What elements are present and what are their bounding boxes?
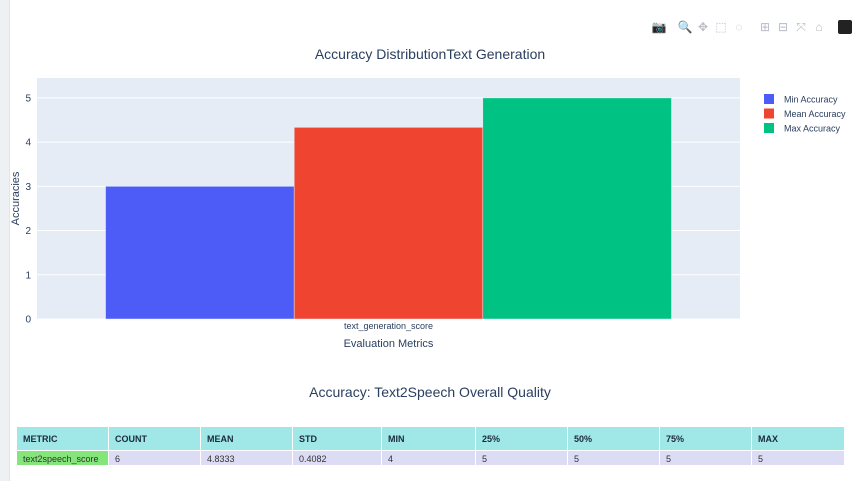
table-cell: 5 (475, 450, 568, 465)
y-tick-label: 0 (25, 315, 31, 326)
bar (105, 186, 295, 320)
table-container: METRIC COUNT MEAN STD MIN 25% 50% 75% MAX text2s… (16, 426, 844, 465)
table-header-cell: 25% (475, 426, 568, 451)
table-header-cell: COUNT (108, 426, 201, 451)
table-header-cell: MEAN (200, 426, 293, 451)
bar (482, 97, 672, 320)
table-header-cell: MAX (751, 426, 844, 451)
y-tick-label: 2 (25, 226, 31, 237)
table-cell: 5 (659, 450, 752, 465)
table-header-cell: 50% (567, 426, 660, 451)
plot-modebar: 📷 🔍 ✥ ⬚ ◌ ⊞ ⊟ ⤧ ⌂ (652, 18, 852, 36)
y-tick-label: 5 (25, 93, 31, 104)
autoscale-icon[interactable]: ⤧ (796, 20, 806, 34)
table-header-row: METRIC COUNT MEAN STD MIN 25% 50% 75% MAX (16, 426, 844, 451)
plotly-logo-icon[interactable] (838, 20, 852, 34)
table-cell: 6 (108, 450, 201, 465)
y-tick-label: 1 (25, 270, 31, 281)
table-cell: 0.4082 (292, 450, 382, 465)
table-cell: 5 (567, 450, 660, 465)
zoom-out-icon[interactable]: ⊟ (777, 20, 789, 34)
page-left-border (0, 0, 10, 481)
table-cell: 4 (381, 450, 476, 465)
legend-swatch (764, 123, 774, 133)
legend-swatch (764, 108, 774, 119)
table-header-cell: 75% (659, 426, 752, 451)
box-select-icon[interactable]: ⬚ (715, 20, 727, 34)
metric-name-cell: text2speech_score (16, 450, 109, 465)
table-header-cell: MIN (381, 426, 476, 451)
y-axis-label: Accuracies (10, 171, 22, 225)
zoom-icon[interactable]: 🔍 (677, 20, 693, 34)
lasso-select-icon[interactable]: ◌ (735, 20, 743, 34)
table-header-cell: METRIC (16, 426, 109, 451)
reset-axes-icon[interactable]: ⌂ (815, 20, 823, 34)
legend-label: Max Accuracy (784, 124, 841, 134)
table-cell: 5 (751, 450, 844, 465)
y-tick-label: 3 (25, 182, 31, 193)
table-title: Accuracy: Text2Speech Overall Quality (309, 384, 551, 400)
table-header-cell: STD (292, 426, 382, 451)
legend-label: Mean Accuracy (784, 109, 846, 119)
x-tick-label: text_generation_score (344, 321, 433, 331)
stats-table: METRIC COUNT MEAN STD MIN 25% 50% 75% MAX text2s… (16, 426, 844, 465)
pan-icon[interactable]: ✥ (697, 20, 709, 34)
zoom-in-icon[interactable]: ⊞ (759, 20, 771, 34)
table-row: text2speech_score 6 4.8333 0.4082 4 5 5 5 5 (16, 450, 844, 465)
bar-chart: 0 1 2 3 4 5 text_generation_score Evaluation Me… (10, 78, 846, 350)
camera-icon[interactable]: 📷 (651, 20, 667, 34)
bar (293, 127, 484, 320)
y-tick-label: 4 (25, 138, 31, 149)
legend-label: Min Accuracy (784, 95, 838, 105)
table-cell: 4.8333 (200, 450, 293, 465)
chart-title: Accuracy DistributionText Generation (314, 46, 546, 62)
legend-swatch (764, 94, 774, 104)
x-axis-label: Evaluation Metrics (344, 338, 434, 350)
